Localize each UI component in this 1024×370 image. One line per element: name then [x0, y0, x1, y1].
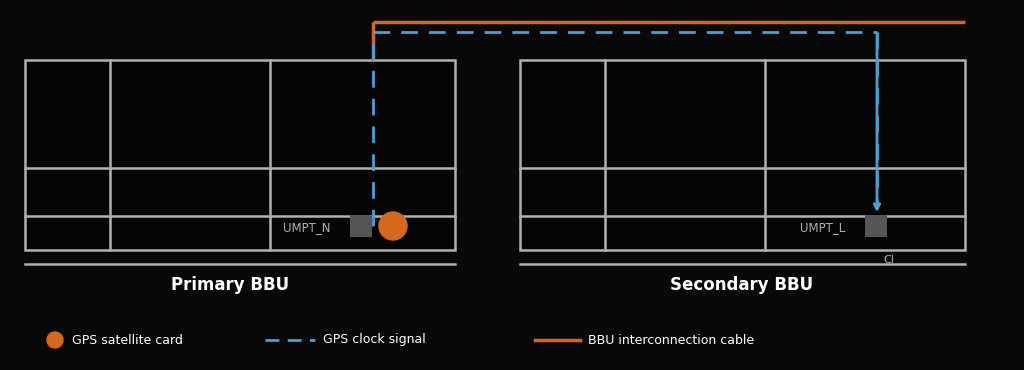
Circle shape	[379, 212, 407, 240]
Bar	[25, 60, 455, 250]
Text: BBU interconnection cable: BBU interconnection cable	[588, 333, 754, 346]
Text: GPS clock signal: GPS clock signal	[323, 333, 426, 346]
Text: CI: CI	[884, 255, 895, 265]
Bar	[520, 60, 965, 250]
Text: Primary BBU: Primary BBU	[171, 276, 289, 294]
Text: Secondary BBU: Secondary BBU	[671, 276, 813, 294]
Circle shape	[47, 332, 63, 348]
Text: GPS satellite card: GPS satellite card	[72, 333, 183, 346]
Bar	[865, 215, 887, 237]
Bar	[350, 215, 372, 237]
Text: UMPT_N: UMPT_N	[283, 222, 330, 235]
Text: UMPT_L: UMPT_L	[800, 222, 845, 235]
